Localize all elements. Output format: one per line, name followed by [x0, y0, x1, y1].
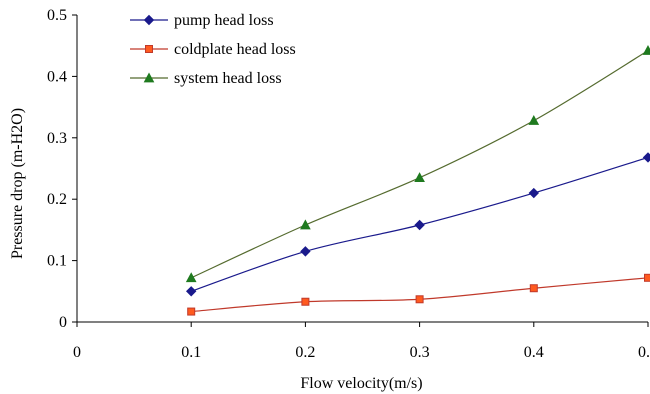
data-point — [414, 172, 425, 183]
legend-marker — [145, 45, 153, 53]
x-axis-title: Flow velocity(m/s) — [300, 375, 422, 392]
data-point — [528, 115, 540, 125]
x-tick-label: 0.3 — [410, 344, 430, 361]
y-tick-label: 0.4 — [47, 68, 67, 85]
y-ticks: 0 0.1 0.2 0.3 0.4 0.5 — [47, 7, 77, 331]
series-line — [191, 277, 649, 313]
data-point — [644, 273, 650, 282]
x-ticks: 0 0.1 0.2 0.3 0.4 0.5 — [73, 322, 650, 361]
data-point — [528, 187, 540, 199]
legend-item: coldplate head loss — [130, 41, 296, 58]
data-point — [300, 219, 311, 230]
data-point — [642, 45, 650, 55]
legend-label: system head loss — [174, 70, 282, 87]
legend-item: system head loss — [130, 70, 282, 87]
y-tick-label: 0.5 — [47, 7, 67, 24]
y-tick-label: 0.1 — [47, 253, 67, 270]
y-tick-label: 0.2 — [47, 191, 67, 208]
x-tick-label: 0.5 — [638, 344, 650, 361]
legend-marker — [143, 72, 155, 83]
legend-label: pump head loss — [174, 12, 274, 29]
legend-item: pump head loss — [130, 12, 274, 29]
legend-label: coldplate head loss — [174, 41, 296, 58]
data-point — [301, 297, 310, 306]
data-point — [185, 272, 197, 283]
x-tick-label: 0.2 — [295, 344, 315, 361]
series-layer — [185, 45, 650, 316]
x-tick-label: 0.4 — [524, 344, 544, 361]
y-tick-label: 0.3 — [47, 130, 67, 147]
axes — [76, 15, 648, 323]
series-square — [187, 273, 650, 316]
legend-marker — [143, 14, 155, 26]
data-point — [415, 295, 424, 304]
y-tick-label: 0 — [59, 314, 67, 331]
x-tick-label: 0.1 — [181, 344, 201, 361]
y-axis-title: Pressure drop (m-H2O) — [9, 108, 26, 259]
series-diamond — [185, 152, 650, 297]
legend: pump head loss coldplate head loss system … — [130, 12, 296, 87]
data-point — [414, 219, 425, 231]
data-point — [529, 284, 538, 293]
data-point — [642, 152, 650, 163]
data-point — [185, 286, 197, 297]
x-tick-label: 0 — [73, 344, 81, 361]
data-point — [300, 246, 311, 257]
series-triangle — [185, 45, 650, 283]
data-point — [187, 307, 196, 316]
